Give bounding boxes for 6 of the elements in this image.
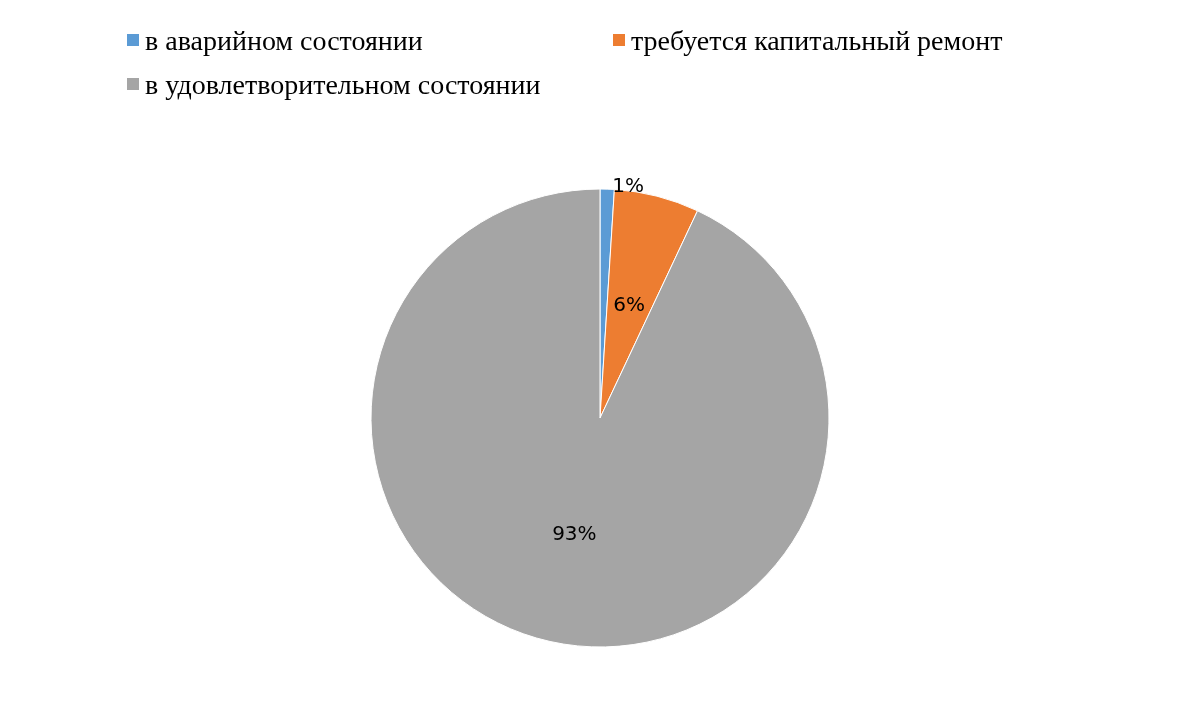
legend-label: в аварийном состоянии xyxy=(145,24,423,56)
legend-label: требуется капитальный ремонт xyxy=(631,24,1003,56)
data-label: 93% xyxy=(552,520,597,545)
data-label: 1% xyxy=(612,173,645,198)
data-label: 6% xyxy=(613,292,646,317)
legend-label: в удовлетворительном состоянии xyxy=(145,68,541,100)
